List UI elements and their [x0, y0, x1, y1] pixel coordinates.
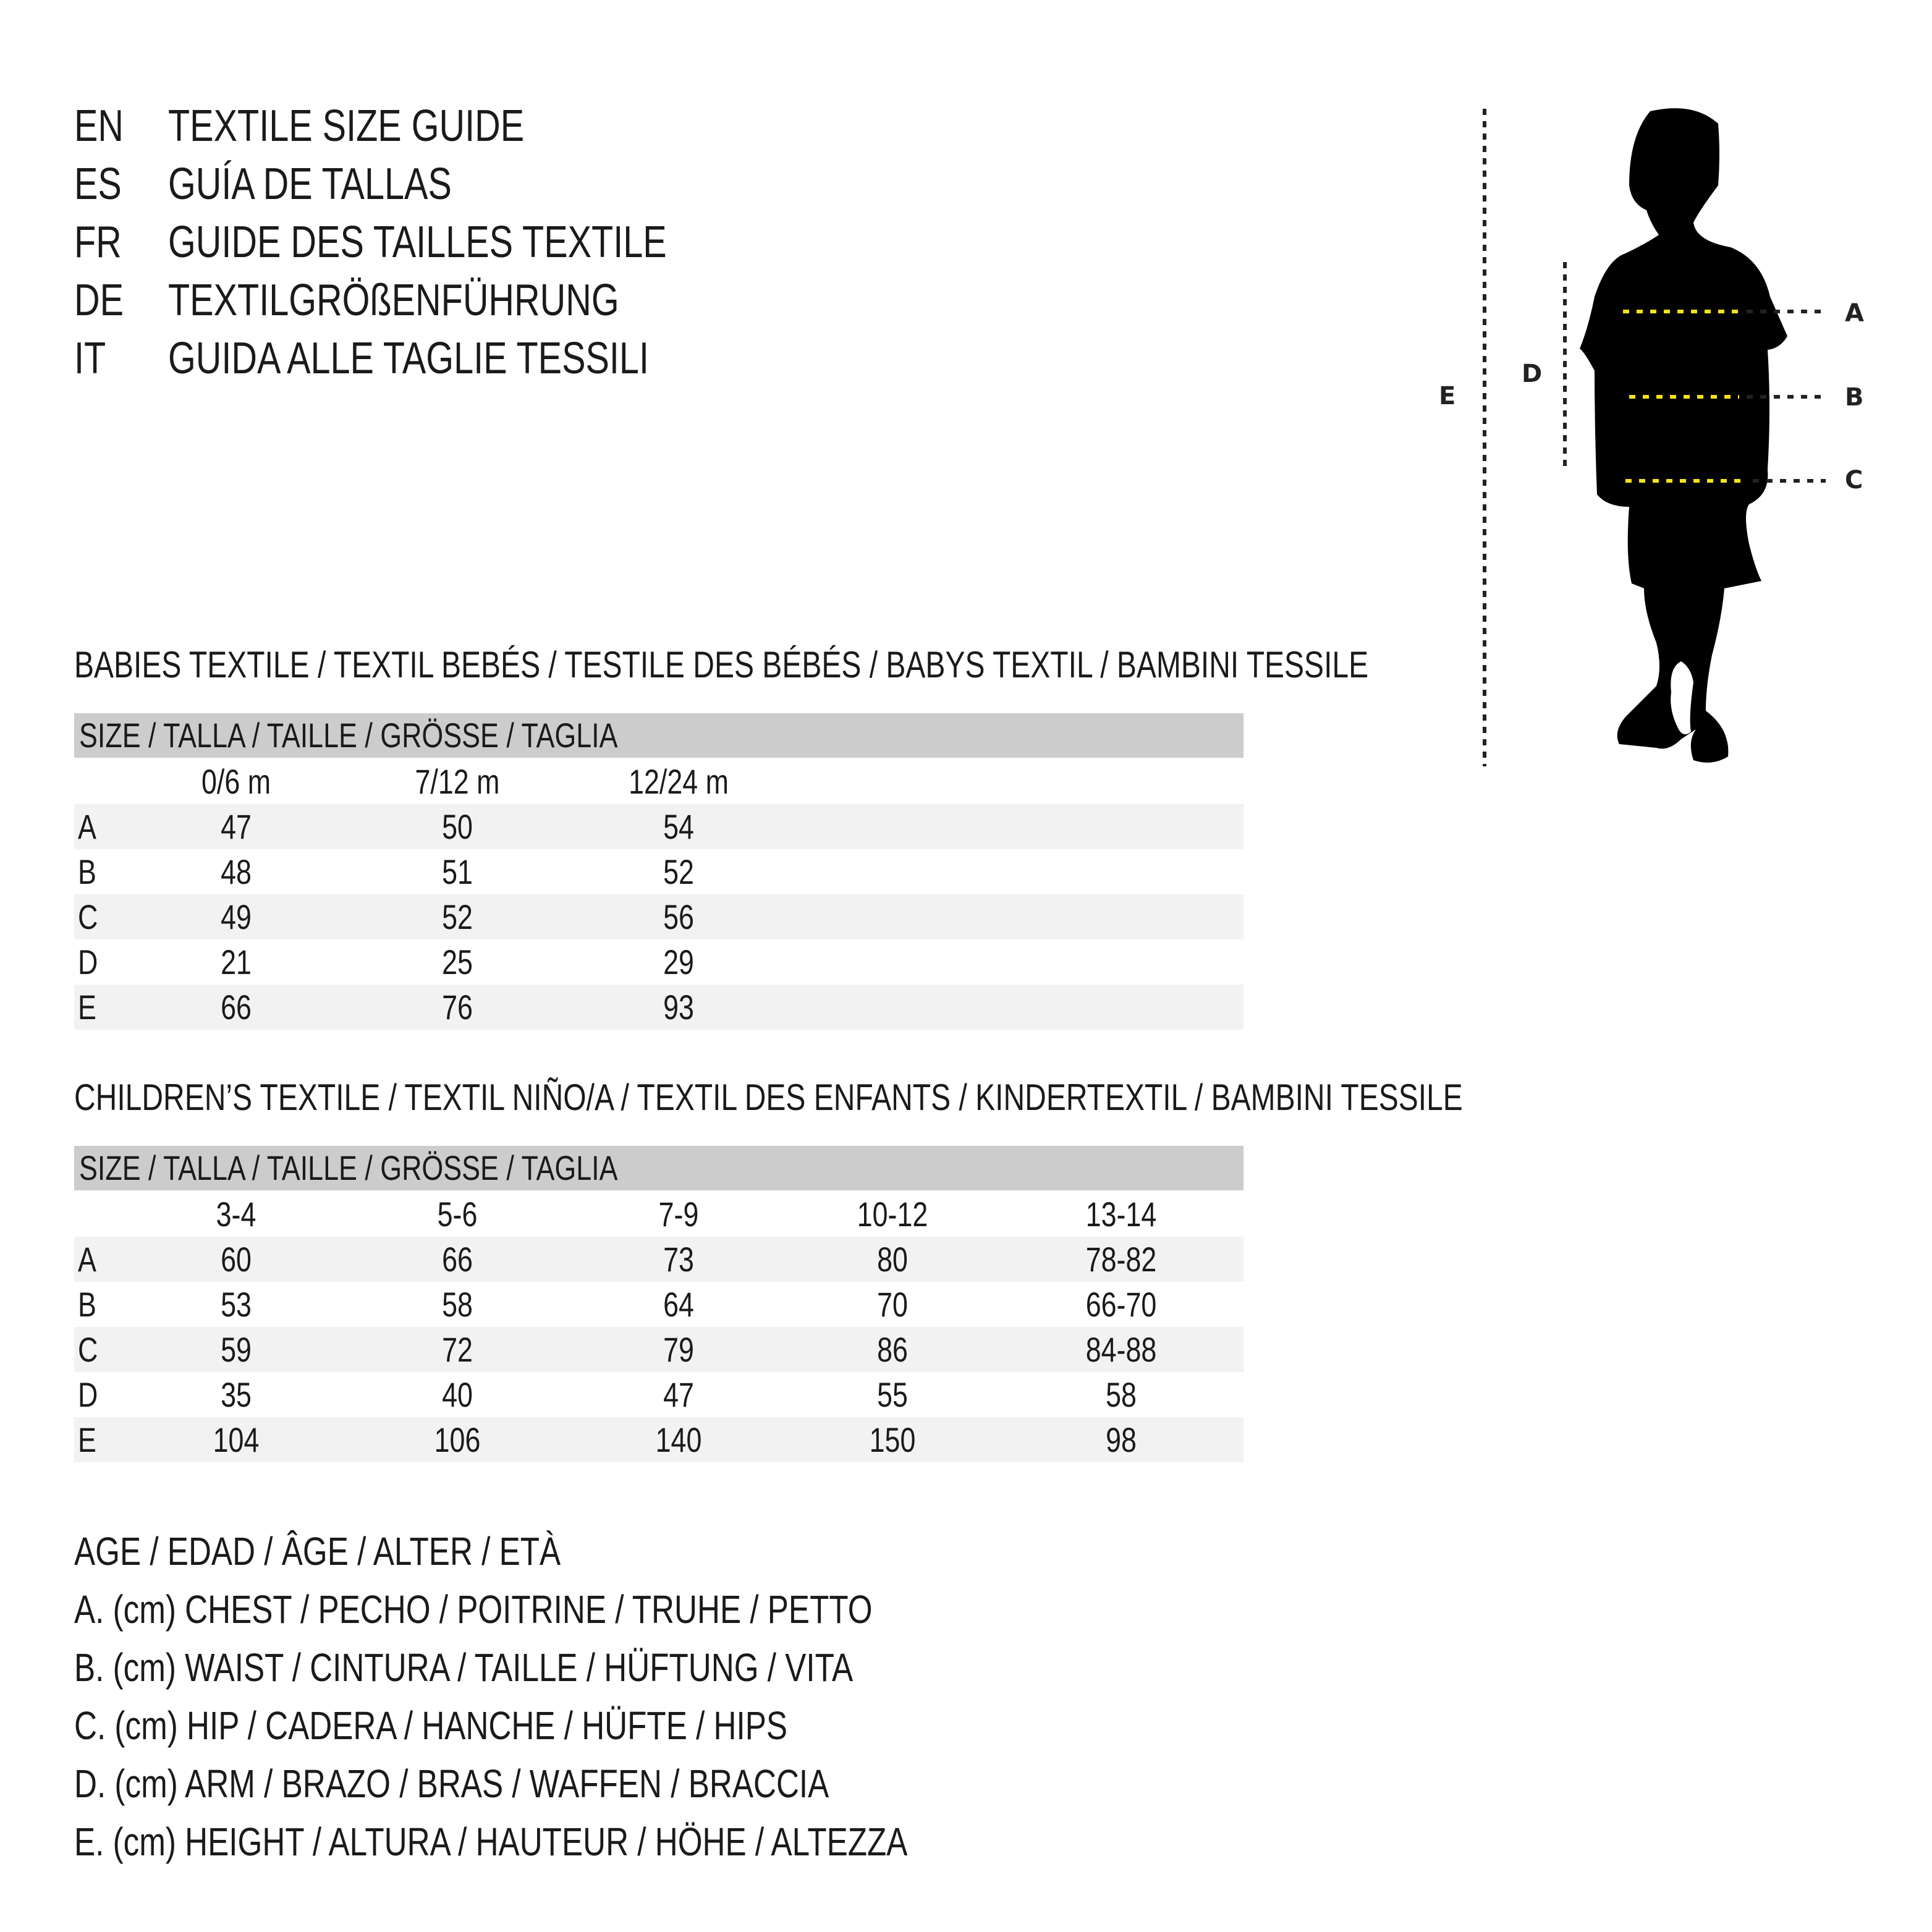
column-header: 7-9	[658, 1195, 699, 1234]
lang-code: EN	[74, 101, 124, 151]
table-cell: 47	[663, 1375, 694, 1414]
table-cell: 106	[434, 1420, 481, 1459]
column-header: 12/24 m	[629, 762, 729, 801]
babies-size-header: SIZE / TALLA / TAILLE / GRÖSSE / TAGLIA	[74, 713, 1244, 758]
lang-code: FR	[74, 218, 122, 267]
table-cell: 29	[663, 943, 694, 981]
table-cell: 49	[221, 897, 252, 936]
table-cell: 55	[877, 1375, 908, 1414]
table-cell: 47	[221, 807, 252, 846]
table-cell: 84-88	[1085, 1330, 1157, 1369]
legend-item: AGE / EDAD / ÂGE / ALTER / ETÀ	[74, 1529, 561, 1574]
table-cell: 40	[442, 1375, 473, 1414]
title-de: TEXTILGRÖßENFÜHRUNG	[168, 276, 619, 325]
lang-code: DE	[74, 276, 124, 325]
row-label: B	[78, 1285, 96, 1324]
table-cell: 80	[877, 1240, 908, 1279]
table-cell: 56	[663, 897, 694, 936]
table-cell: 140	[655, 1420, 702, 1459]
label-c: C	[1845, 466, 1863, 494]
table-row: C 59 72 79 86 84-88	[74, 1327, 1244, 1372]
row-label: C	[78, 897, 98, 936]
table-row: C 49 52 56	[74, 894, 1244, 939]
table-cell: 52	[663, 852, 694, 891]
table-cell: 98	[1106, 1420, 1137, 1459]
table-row: D 21 25 29	[74, 939, 1244, 985]
column-header: 5-6	[437, 1195, 478, 1234]
column-header: 13-14	[1085, 1195, 1157, 1234]
row-label: D	[78, 1375, 98, 1414]
row-label: C	[78, 1330, 98, 1369]
row-label: A	[78, 1240, 96, 1279]
children-size-header: SIZE / TALLA / TAILLE / GRÖSSE / TAGLIA	[74, 1146, 1244, 1190]
table-cell: 58	[1106, 1375, 1137, 1414]
title-en: TEXTILE SIZE GUIDE	[168, 101, 525, 151]
title-fr: GUIDE DES TAILLES TEXTILE	[168, 218, 667, 267]
table-cell: 48	[221, 852, 252, 891]
table-row: B 53 58 64 70 66-70	[74, 1282, 1244, 1327]
legend-item: D. (cm) ARM / BRAZO / BRAS / WAFFEN / BR…	[74, 1761, 829, 1806]
title-es: GUÍA DE TALLAS	[168, 159, 452, 209]
row-label: E	[78, 988, 96, 1027]
table-cell: 150	[869, 1420, 916, 1459]
column-header: 10-12	[857, 1195, 928, 1234]
child-silhouette-icon	[1580, 108, 1787, 763]
table-cell: 70	[877, 1285, 908, 1324]
table-row: A 60 66 73 80 78-82	[74, 1237, 1244, 1282]
label-b: B	[1845, 383, 1864, 412]
table-cell: 66	[221, 988, 252, 1027]
table-row: B 48 51 52	[74, 849, 1244, 894]
table-cell: 58	[442, 1285, 473, 1324]
title-it: GUIDA ALLE TAGLIE TESSILI	[168, 334, 649, 383]
table-cell: 93	[663, 988, 694, 1027]
table-cell: 59	[221, 1330, 252, 1369]
label-e: E	[1439, 382, 1455, 410]
table-cell: 76	[442, 988, 473, 1027]
table-cell: 21	[221, 943, 252, 981]
table-cell: 52	[442, 897, 473, 936]
legend-item: C. (cm) HIP / CADERA / HANCHE / HÜFTE / …	[74, 1703, 788, 1748]
table-cell: 73	[663, 1240, 694, 1279]
column-header: 3-4	[216, 1195, 256, 1234]
label-d: D	[1522, 360, 1542, 388]
row-label: A	[78, 807, 96, 846]
legend-item: E. (cm) HEIGHT / ALTURA / HAUTEUR / HÖHE…	[74, 1820, 908, 1864]
table-cell: 64	[663, 1285, 694, 1324]
children-section-title: CHILDREN’S TEXTILE / TEXTIL NIÑO/A / TEX…	[74, 1077, 1463, 1118]
row-label: D	[78, 943, 98, 981]
table-cell: 72	[442, 1330, 473, 1369]
column-header-row: 3-4 5-6 7-9 10-12 13-14	[74, 1192, 1244, 1237]
table-cell: 35	[221, 1375, 252, 1414]
babies-section-title: BABIES TEXTILE / TEXTIL BEBÉS / TESTILE …	[74, 644, 1369, 685]
legend-item: A. (cm) CHEST / PECHO / POITRINE / TRUHE…	[74, 1587, 873, 1632]
table-cell: 60	[221, 1240, 252, 1279]
table-cell: 66-70	[1085, 1285, 1157, 1324]
table-cell: 54	[663, 807, 694, 846]
row-label: B	[78, 852, 96, 891]
table-cell: 25	[442, 943, 473, 981]
lang-code: IT	[74, 334, 106, 383]
column-header: 7/12 m	[415, 762, 500, 801]
table-row: A 47 50 54	[74, 804, 1244, 849]
column-header: 0/6 m	[201, 762, 271, 801]
column-header-row: 0/6 m 7/12 m 12/24 m	[74, 759, 1244, 804]
table-cell: 50	[442, 807, 473, 846]
table-cell: 86	[877, 1330, 908, 1369]
lang-code: ES	[74, 159, 122, 209]
legend-item: B. (cm) WAIST / CINTURA / TAILLE / HÜFTU…	[74, 1645, 854, 1690]
table-cell: 51	[442, 852, 473, 891]
table-cell: 66	[442, 1240, 473, 1279]
table-row: E 104 106 140 150 98	[74, 1417, 1244, 1462]
label-a: A	[1845, 299, 1864, 328]
row-label: E	[78, 1420, 96, 1459]
table-cell: 79	[663, 1330, 694, 1369]
table-cell: 78-82	[1085, 1240, 1157, 1279]
table-cell: 53	[221, 1285, 252, 1324]
table-row: D 35 40 47 55 58	[74, 1372, 1244, 1417]
table-cell: 104	[213, 1420, 260, 1459]
table-row: E 66 76 93	[74, 985, 1244, 1030]
